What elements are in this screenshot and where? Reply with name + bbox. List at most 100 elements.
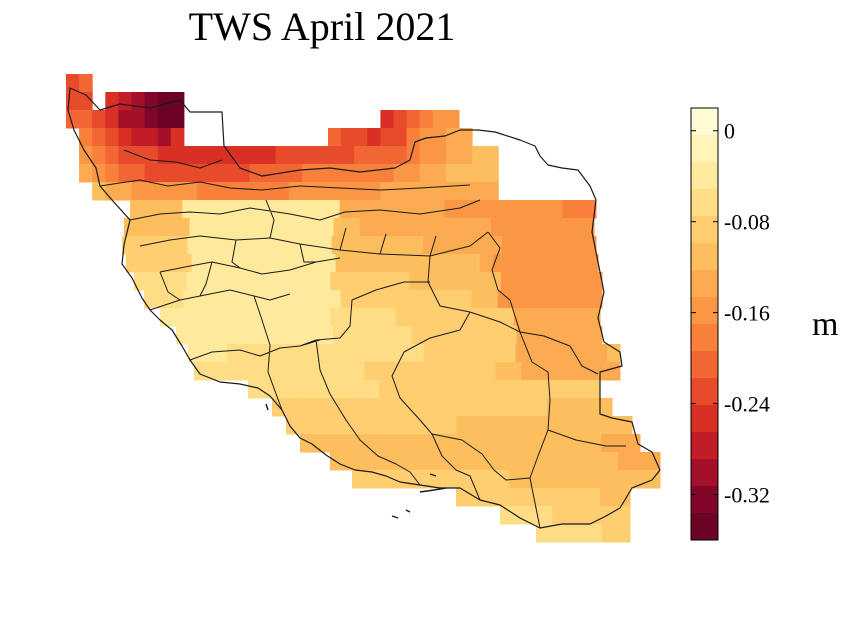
grid-cell: [262, 182, 277, 201]
grid-cell: [513, 272, 528, 291]
grid-cell: [432, 290, 446, 309]
grid-cell: [212, 308, 226, 327]
grid-cell: [79, 74, 93, 93]
grid-cell: [197, 164, 211, 183]
grid-cell: [300, 380, 314, 399]
grid-cell: [130, 200, 144, 219]
grid-cell: [170, 182, 185, 201]
grid-cell: [272, 362, 287, 381]
grid-cell: [526, 452, 541, 471]
grid-cell: [430, 470, 445, 489]
iran-boundaries: [67, 87, 661, 529]
grid-cell: [528, 344, 543, 363]
grid-cell: [292, 236, 306, 255]
grid-cell: [270, 254, 284, 273]
grid-cell: [251, 272, 266, 291]
grid-cell: [523, 200, 537, 219]
grid-cell: [474, 452, 488, 471]
grid-cell: [354, 146, 368, 165]
grid-cell: [150, 218, 164, 237]
grid-cell: [558, 254, 572, 273]
grid-cell: [458, 290, 472, 309]
grid-cell: [197, 182, 211, 201]
grid-cell: [510, 380, 524, 399]
grid-cell: [365, 470, 379, 489]
grid-cell: [307, 218, 321, 237]
colorbar-swatch: [691, 216, 718, 244]
grid-cell: [351, 362, 365, 381]
grid-cell: [235, 290, 250, 309]
grid-cell: [536, 524, 550, 543]
grid-cell: [445, 290, 459, 309]
grid-cell: [600, 416, 614, 435]
grid-cell: [178, 254, 192, 273]
grid-cell: [261, 380, 275, 399]
grid-cell: [320, 218, 335, 237]
grid-cell: [267, 326, 282, 345]
grid-cell: [393, 128, 408, 147]
grid-cell: [468, 398, 483, 417]
grid-cell: [239, 236, 254, 255]
grid-cell: [356, 272, 371, 291]
grid-cell: [356, 452, 370, 471]
grid-cell: [457, 200, 472, 219]
grid-cell: [427, 254, 441, 273]
grid-cell: [574, 470, 589, 489]
grid-cell: [565, 506, 580, 525]
grid-cell: [605, 452, 619, 471]
grid-cell: [225, 272, 240, 291]
grid-cell: [275, 290, 289, 309]
grid-cell: [351, 416, 366, 435]
grid-cell: [526, 308, 541, 327]
grid-cell: [549, 524, 563, 543]
grid-cell: [384, 236, 398, 255]
grid-cell: [309, 254, 323, 273]
grid-cell: [79, 146, 93, 165]
grid-cell: [208, 200, 223, 219]
grid-cell: [657, 452, 661, 471]
grid-cell: [477, 326, 491, 345]
grid-cell: [161, 236, 175, 255]
grid-cell: [552, 452, 567, 471]
grid-cell: [537, 290, 551, 309]
grid-cell: [522, 470, 536, 489]
grid-cell: [202, 326, 216, 345]
grid-cell: [419, 182, 434, 201]
grid-cell: [380, 182, 394, 201]
grid-cell: [582, 326, 596, 345]
grid-cell: [412, 218, 426, 237]
grid-cell: [510, 290, 525, 309]
grid-cell: [419, 164, 434, 183]
grid-cell: [389, 398, 404, 417]
grid-cell: [338, 416, 352, 435]
grid-cell: [541, 236, 555, 255]
grid-cell: [481, 398, 496, 417]
grid-cell: [451, 218, 466, 237]
grid-cell: [367, 182, 381, 201]
grid-cell: [118, 164, 132, 183]
grid-cell: [549, 200, 563, 219]
grid-cell: [440, 254, 454, 273]
grid-cell: [395, 308, 410, 327]
grid-cell: [118, 92, 132, 111]
grid-cell: [352, 470, 366, 489]
grid-cell: [340, 290, 355, 309]
grid-cell: [503, 218, 518, 237]
grid-cell: [341, 182, 355, 201]
grid-cell: [238, 308, 253, 327]
grid-cell: [553, 272, 567, 291]
grid-cell: [588, 524, 602, 543]
grid-cell: [317, 308, 331, 327]
grid-cell: [223, 164, 237, 183]
tws-grid-cells: [66, 74, 661, 543]
grid-cell: [194, 362, 208, 381]
grid-cell: [411, 326, 426, 345]
grid-cell: [600, 488, 614, 507]
grid-cell: [346, 218, 361, 237]
grid-cell: [227, 344, 241, 363]
grid-cell: [435, 272, 449, 291]
grid-cell: [562, 524, 576, 543]
grid-cell: [131, 164, 146, 183]
grid-cell: [213, 236, 228, 255]
grid-cell: [105, 128, 119, 147]
